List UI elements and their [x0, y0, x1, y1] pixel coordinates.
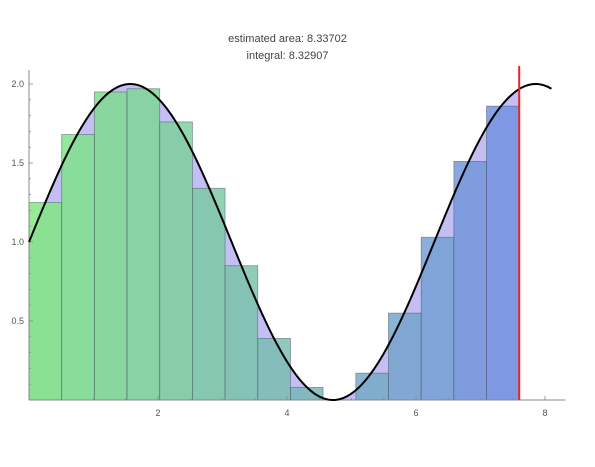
riemann-bar: [160, 122, 193, 400]
riemann-bar: [258, 338, 291, 400]
riemann-bar: [290, 387, 323, 400]
riemann-bar: [454, 161, 487, 400]
chart-title-integral: integral: 8.32907: [0, 50, 575, 62]
chart-title-estimated-area: estimated area: 8.33702: [0, 33, 575, 45]
riemann-bar: [127, 89, 160, 400]
x-tick-label: 8: [542, 408, 547, 418]
y-tick-label: 0.5: [11, 316, 24, 326]
x-tick-label: 2: [155, 408, 160, 418]
y-tick-label: 1.0: [11, 237, 24, 247]
riemann-bar: [388, 313, 421, 400]
riemann-bar: [487, 106, 520, 400]
x-tick-label: 6: [413, 408, 418, 418]
riemann-bar: [225, 266, 258, 400]
x-tick-label: 4: [284, 408, 289, 418]
riemann-bar: [94, 92, 127, 400]
y-tick-label: 1.5: [11, 158, 24, 168]
y-tick-label: 2.0: [11, 79, 24, 89]
riemann-bar: [62, 135, 95, 400]
riemann-bar: [192, 188, 225, 400]
